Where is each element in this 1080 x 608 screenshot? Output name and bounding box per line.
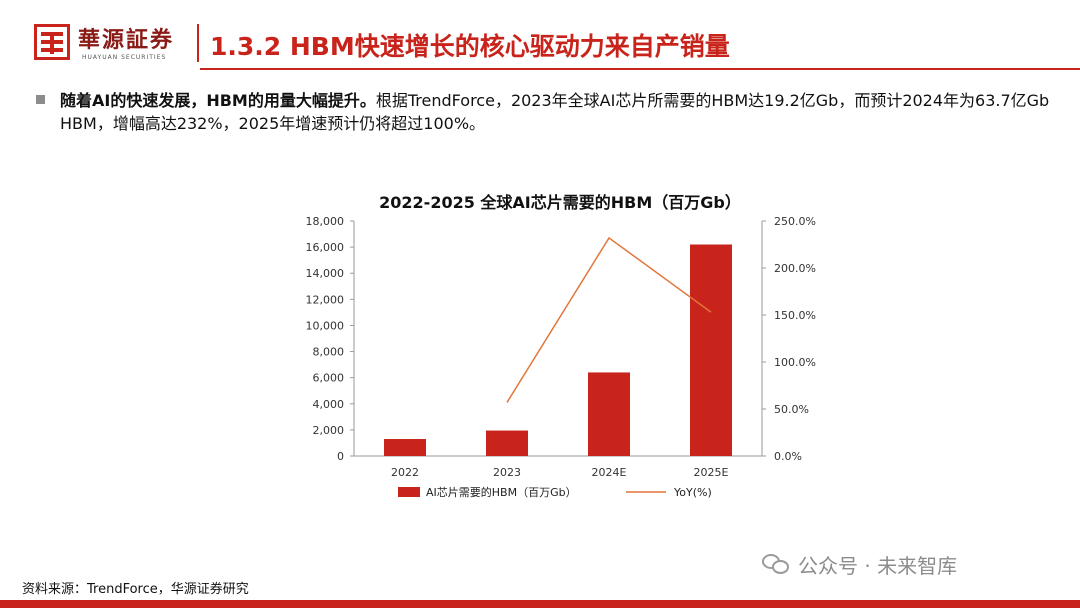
x-tick-label: 2024E — [592, 466, 627, 479]
header-divider — [197, 24, 199, 62]
header: 華源証券 HUAYUAN SECURITIES 1.3.2 HBM快速增长的核心… — [0, 0, 1080, 72]
yoy-line — [506, 236, 712, 403]
y-right-tick-label: 50.0% — [774, 403, 809, 416]
y-left-tick-label: 18,000 — [306, 215, 345, 228]
source-note: 资料来源：TrendForce，华源证券研究 — [22, 582, 249, 597]
y-right-tick-label: 0.0% — [774, 450, 802, 463]
bullet-paragraph: 随着AI的快速发展，HBM的用量大幅提升。根据TrendForce，2023年全… — [60, 89, 1050, 135]
x-tick-label: 2022 — [391, 466, 419, 479]
watermark-text: 公众号 · 未来智库 — [798, 553, 958, 578]
bar-hbm — [588, 372, 630, 456]
bullet-lead: 随着AI的快速发展，HBM的用量大幅提升。 — [60, 91, 376, 110]
bar-hbm — [690, 244, 732, 456]
chart-title: 2022-2025 全球AI芯片需要的HBM（百万Gb） — [379, 193, 741, 212]
page-title: 1.3.2 HBM快速增长的核心驱动力来自产销量 — [210, 32, 730, 61]
logo: 華源証券 HUAYUAN SECURITIES — [34, 20, 202, 68]
y-left-tick-label: 14,000 — [306, 267, 345, 280]
legend-label-hbm: AI芯片需要的HBM（百万Gb） — [426, 485, 577, 499]
y-left-tick-label: 12,000 — [306, 293, 345, 306]
wechat-icon — [762, 552, 790, 576]
bottom-band — [0, 600, 1080, 608]
y-left-tick-label: 4,000 — [313, 398, 345, 411]
logo-mark-icon — [34, 24, 70, 60]
bullet-body: 根据TrendForce，2023年全球AI芯片所需要的HBM达19.2亿Gb，… — [60, 91, 1050, 133]
y-left-tick-label: 8,000 — [313, 346, 345, 359]
bar-hbm — [486, 430, 528, 456]
y-left-tick-label: 0 — [337, 450, 344, 463]
logo-english-name: HUAYUAN SECURITIES — [82, 54, 167, 61]
y-left-tick-label: 2,000 — [313, 424, 345, 437]
bar-hbm — [384, 439, 426, 456]
y-right-tick-label: 200.0% — [774, 262, 816, 275]
y-right-tick-label: 150.0% — [774, 309, 816, 322]
y-right-tick-label: 100.0% — [774, 356, 816, 369]
watermark: 公众号 · 未来智库 — [762, 548, 957, 580]
y-left-tick-label: 16,000 — [306, 241, 345, 254]
bullet-square-icon — [36, 95, 45, 104]
x-tick-label: 2025E — [694, 466, 729, 479]
legend-swatch-hbm — [398, 487, 420, 497]
logo-name: 華源証券 — [78, 27, 175, 53]
x-tick-label: 2023 — [493, 466, 521, 479]
legend-label-yoy: YoY(%) — [673, 486, 712, 499]
y-left-tick-label: 10,000 — [306, 319, 345, 332]
header-rule — [200, 68, 1080, 70]
y-right-tick-label: 250.0% — [774, 215, 816, 228]
y-left-tick-label: 6,000 — [313, 372, 345, 385]
